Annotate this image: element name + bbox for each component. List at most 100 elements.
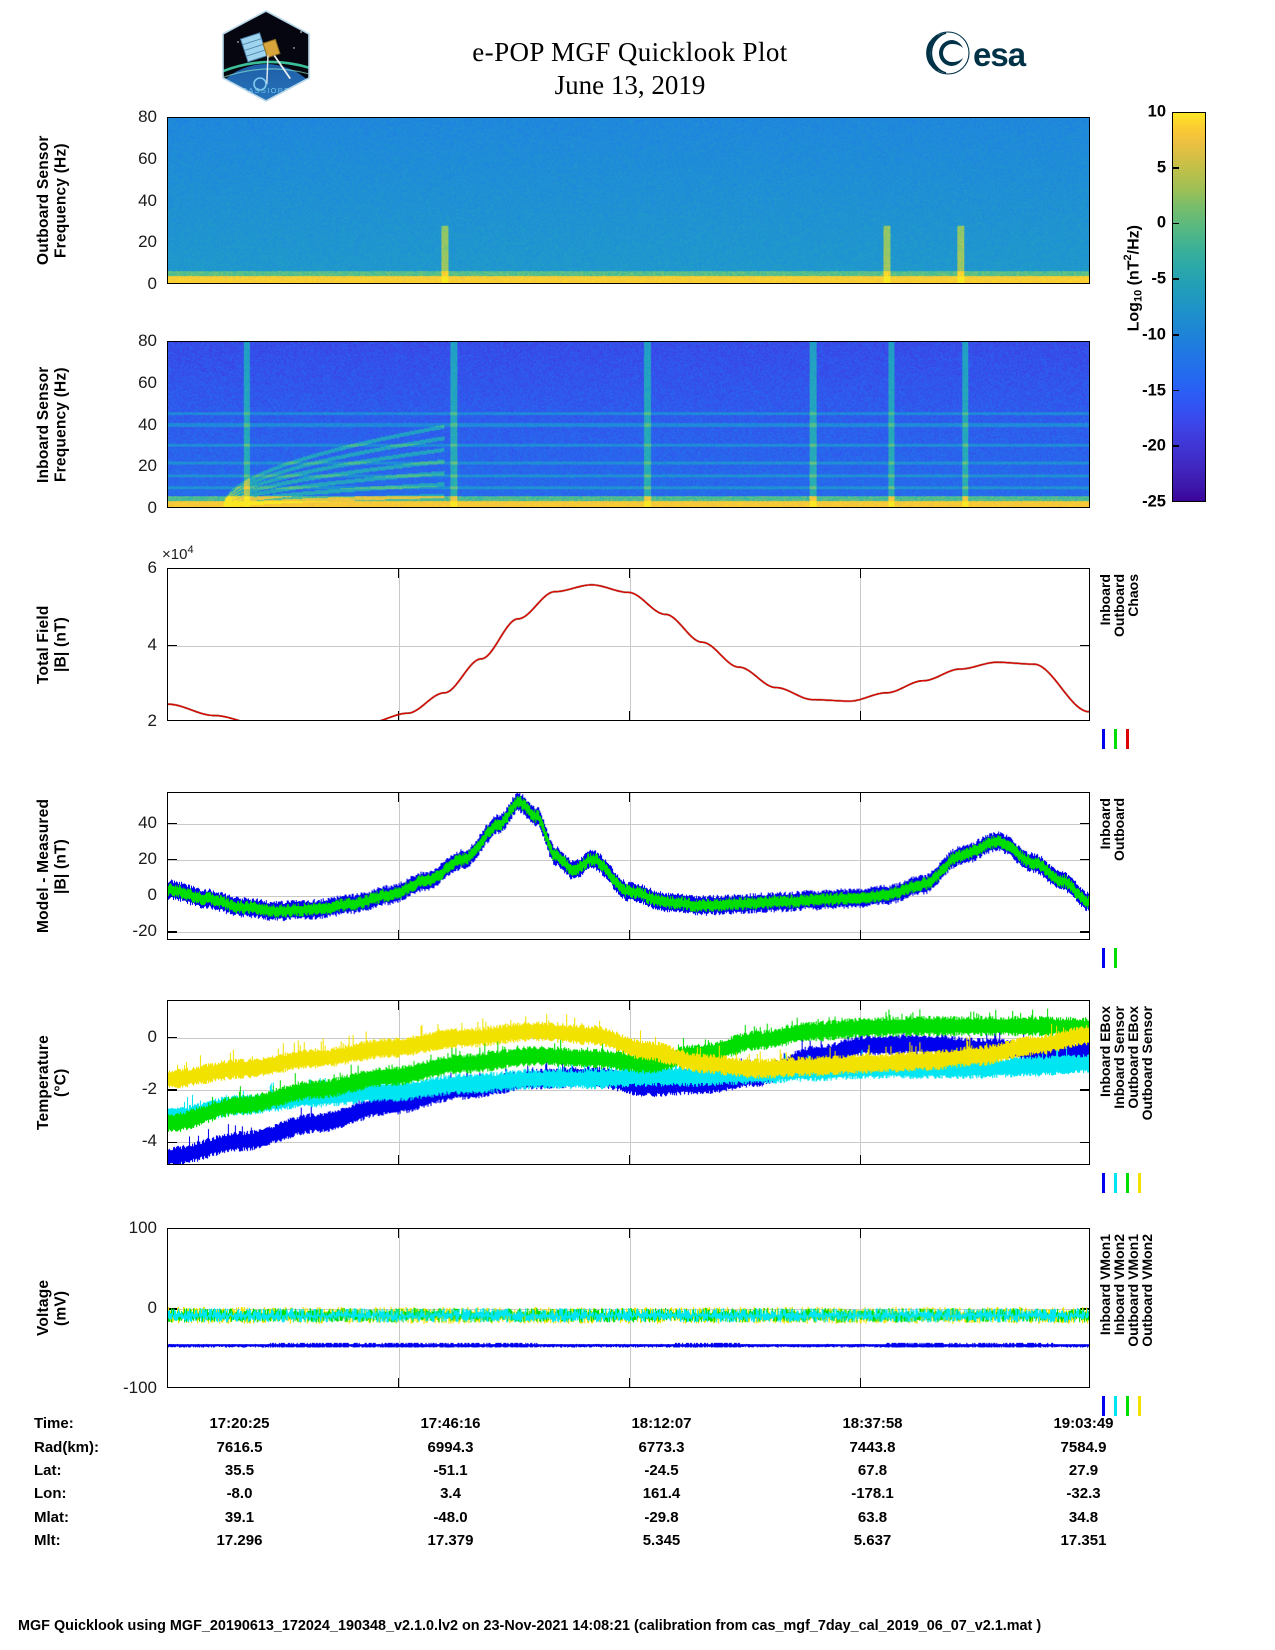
voltage-y-axis-label: Voltage (mV) [35,1279,70,1337]
panel-voltage [167,1228,1090,1388]
panel-total-field [167,568,1090,721]
table-row: Mlt: 17.296 17.379 5.345 5.637 17.351 [34,1529,1189,1552]
table-cell: 18:12:07 [631,1415,692,1433]
legend-swatch [1102,1396,1105,1416]
table-row-label: Mlt: [34,1532,61,1550]
inboard-spectrogram-plot-area [168,342,1089,507]
inboard-spectrogram-y-tick: 40 [138,414,157,434]
outboard-spectrogram-y-tick: 20 [138,232,157,252]
colorbar-tick-mark [1172,389,1179,392]
table-cell: 35.5 [224,1461,255,1479]
table-cell: 7443.8 [849,1438,896,1456]
ephemeris-table-body: Time: 17:20:25 17:46:16 18:12:07 18:37:58 19:… [34,1412,1189,1552]
outboard-spectrogram-plot-area [168,118,1089,283]
colorbar-tick-label: 10 [1147,102,1166,121]
inboard-spectrogram-y-tick: 0 [147,498,157,517]
total-field-y-tick: 2 [147,711,157,730]
table-cell: 161.4 [642,1485,681,1503]
table-cell: 3.4 [440,1485,461,1503]
model-minus-measured-frame [167,792,1090,940]
voltage-y-tick: 100 [128,1218,157,1237]
table-row: Mlat: 39.1 -48.0 -29.8 63.8 34.8 [34,1506,1189,1529]
table-cell: 19:03:49 [1053,1415,1114,1433]
panel-temperature [167,1000,1090,1165]
colorbar-tick-label: -10 [1142,325,1166,344]
model-minus-measured-y-tick: 20 [138,848,157,868]
table-row-label: Rad(km): [34,1438,100,1456]
table-cell: 39.1 [224,1508,255,1526]
series-canvas [168,1229,1089,1387]
legend-swatch [1138,1396,1141,1416]
temperature-frame [167,1000,1090,1165]
esa-logo-icon: esa [925,30,1045,76]
table-cell: 17.296 [216,1532,263,1550]
table-cell: -29.8 [644,1508,679,1526]
temperature-y-tick: -4 [141,1131,157,1151]
legend-label: Outboard VMon2 [1139,1234,1155,1347]
ephemeris-table: Time: 17:20:25 17:46:16 18:12:07 18:37:58 19:… [0,1412,1275,1552]
colorbar-tick-label: -5 [1151,269,1166,288]
total-field-y-tick: 4 [147,634,157,654]
colorbar-tick-label: 5 [1156,158,1166,177]
series-canvas [168,793,1089,939]
temperature-y-tick: 0 [147,1026,157,1046]
model-minus-measured-y-tick: -20 [132,920,157,940]
table-cell: -24.5 [644,1461,679,1479]
table-cell: 6773.3 [638,1438,685,1456]
voltage-y-tick: 0 [147,1298,157,1317]
panel-outboard-spectrogram [167,117,1090,284]
panel-inboard-spectrogram [167,341,1090,508]
voltage-plot-area [168,1229,1089,1387]
table-cell: -32.3 [1066,1485,1101,1503]
model-minus-measured-legend-swatches [1102,948,1117,968]
outboard-spectrogram-y-axis-label: Outboard Sensor Frequency (Hz) [35,135,70,266]
colorbar-tick-label: -20 [1142,436,1166,455]
page-header: CASSIOPE e-POP MGF Quicklook Plot June 1… [0,0,1275,105]
colorbar-tick-mark [1172,222,1179,225]
legend-label: Inboard Sensor [1111,1006,1127,1109]
table-cell: 5.637 [853,1532,892,1550]
table-cell: -8.0 [226,1485,253,1503]
table-cell: 17:46:16 [420,1415,481,1433]
legend-swatch [1126,1396,1129,1416]
table-row: Lon: -8.0 3.4 161.4 -178.1 -32.3 [34,1482,1189,1505]
total-field-legend: Inboard Outboard Chaos [1097,574,1141,637]
series-canvas [168,1001,1089,1164]
table-cell: 7584.9 [1060,1438,1107,1456]
colorbar-tick-mark [1172,166,1179,169]
model-minus-measured-legend: Inboard Outboard [1097,798,1127,861]
total-field-frame [167,568,1090,721]
inboard-spectrogram-y-tick: 80 [138,331,157,350]
temperature-y-axis-label: Temperature (°C) [35,1035,70,1130]
table-row-label: Mlat: [34,1508,69,1526]
outboard-spectrogram-y-tick: 0 [147,274,157,293]
legend-swatch [1102,729,1105,749]
voltage-legend-swatches [1102,1396,1141,1416]
model-minus-measured-y-tick: 40 [138,812,157,832]
table-cell: 63.8 [857,1508,888,1526]
table-cell: 27.9 [1068,1461,1099,1479]
temperature-legend-swatches [1102,1173,1141,1193]
inboard-spectrogram-frame [167,341,1090,508]
outboard-spectrogram-y-tick: 80 [138,107,157,126]
page-title: e-POP MGF Quicklook Plot [472,37,788,67]
legend-label: Inboard [1097,798,1113,850]
table-cell: -178.1 [851,1485,894,1503]
inboard-spectrogram-y-axis-label: Inboard Sensor Frequency (Hz) [35,366,70,483]
colorbar-tick-label: 0 [1156,213,1166,232]
table-row-label: Lat: [34,1461,62,1479]
total-field-y-tick: 6 [147,558,157,577]
panel-model-minus-measured [167,792,1090,940]
colorbar-gradient [1172,112,1206,502]
table-cell: 34.8 [1068,1508,1099,1526]
table-cell: 17:20:25 [209,1415,270,1433]
model-minus-measured-plot-area [168,793,1089,939]
colorbar-tick-mark [1172,445,1179,448]
legend-label: Inboard EBox [1097,1006,1113,1098]
inboard-spectrogram-y-tick: 20 [138,456,157,476]
outboard-spectrogram-frame [167,117,1090,284]
legend-swatch [1114,948,1117,968]
voltage-legend: Inboard VMon1 Inboard VMon2 Outboard VMon1… [1097,1234,1155,1347]
spectrogram-image [168,342,1089,507]
temperature-plot-area [168,1001,1089,1164]
